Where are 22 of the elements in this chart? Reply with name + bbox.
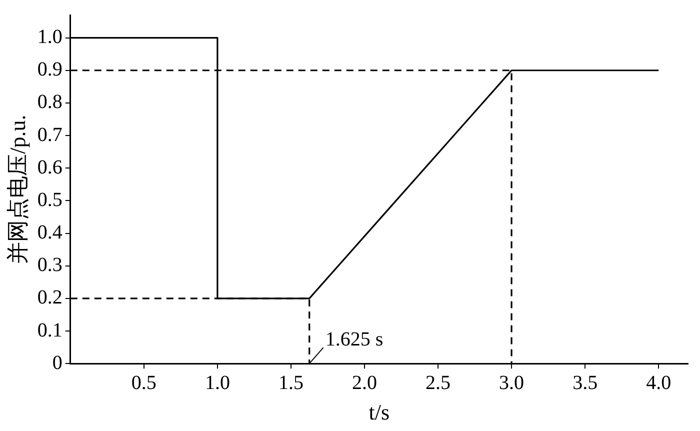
- x-axis-title: t/s: [368, 400, 390, 425]
- y-tick-label: 0.4: [37, 222, 62, 244]
- y-tick-label: 0.7: [37, 124, 62, 146]
- x-tick-label: 0.5: [131, 372, 156, 394]
- x-tick-label: 1.0: [204, 372, 230, 394]
- x-tick-label: 4.0: [646, 372, 672, 394]
- y-axis-title: 并网点电压/p.u.: [4, 114, 30, 264]
- y-tick-label: 0.5: [37, 188, 62, 211]
- annotation: 1.625 s: [325, 328, 384, 351]
- y-tick-label: 0.3: [37, 254, 62, 276]
- y-tick-label: 0: [52, 352, 62, 374]
- y-tick-label: 0.2: [37, 286, 62, 309]
- y-tick-label: 0.9: [37, 58, 62, 81]
- x-tick-label: 3.0: [499, 372, 524, 394]
- x-tick-label: 2.0: [352, 372, 377, 394]
- x-tick-label: 1.5: [278, 372, 304, 394]
- x-tick-label: 3.5: [572, 372, 598, 394]
- x-tick-label: 2.5: [426, 372, 451, 394]
- y-tick-label: 0.6: [37, 156, 62, 178]
- y-tick-label: 0.1: [37, 319, 62, 342]
- y-tick-label: 1.0: [37, 26, 62, 48]
- y-tick-label: 0.8: [37, 91, 62, 114]
